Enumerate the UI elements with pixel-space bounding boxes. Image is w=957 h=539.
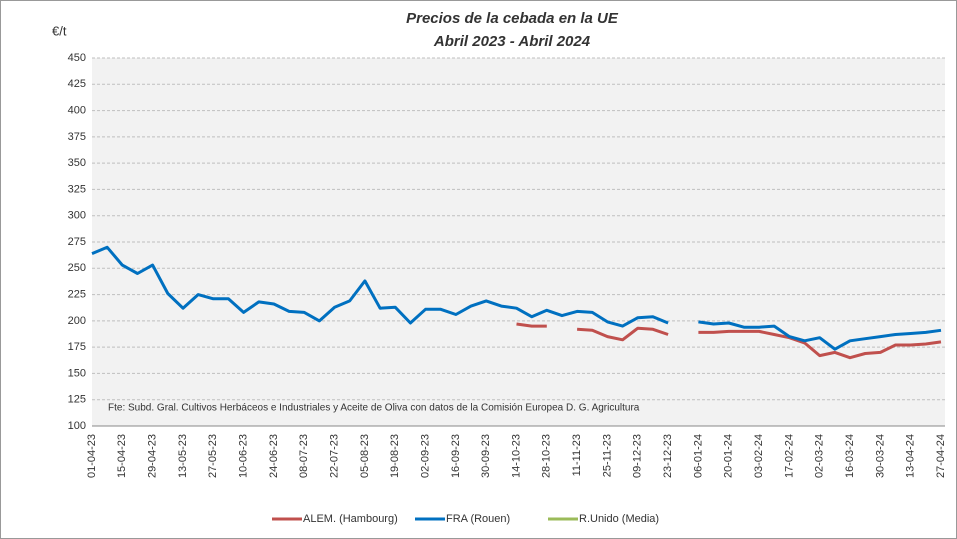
y-tick-label: 150 — [68, 367, 86, 379]
y-tick-label: 350 — [68, 157, 86, 169]
data-line — [516, 322, 942, 360]
x-tick-label: 25-11-23 — [601, 434, 613, 477]
y-tick-label: 250 — [68, 262, 86, 274]
x-tick-label: 20-01-24 — [723, 434, 735, 478]
x-tick-label: 16-03-24 — [844, 434, 856, 478]
y-tick-label: 375 — [68, 131, 86, 143]
x-tick-label: 13-04-24 — [905, 434, 917, 478]
y-axis-label: €/t — [52, 23, 67, 38]
chart-title: Precios de la cebada en la UE — [406, 10, 619, 27]
y-tick-label: 175 — [68, 341, 86, 353]
x-tick-label: 02-09-23 — [419, 434, 431, 478]
legend-label: FRA (Rouen) — [446, 513, 510, 525]
source-note: Fte: Subd. Gral. Cultivos Herbáceos e In… — [108, 403, 640, 414]
x-tick-label: 02-03-24 — [814, 434, 826, 478]
legend-label: R.Unido (Media) — [579, 513, 659, 525]
x-tick-label: 27-04-24 — [935, 434, 947, 478]
x-tick-label: 13-05-23 — [177, 434, 189, 478]
x-tick-label: 23-12-23 — [662, 434, 674, 478]
x-tick-label: 22-07-23 — [328, 434, 340, 478]
chart-subtitle: Abril 2023 - Abril 2024 — [433, 33, 591, 50]
y-tick-label: 275 — [68, 236, 86, 248]
x-tick-label: 28-10-23 — [541, 434, 553, 478]
x-tick-label: 30-09-23 — [480, 434, 492, 478]
x-tick-label: 16-09-23 — [450, 434, 462, 478]
y-tick-label: 425 — [68, 78, 86, 90]
data-line — [91, 245, 942, 351]
y-tick-label: 125 — [68, 394, 86, 406]
x-tick-label: 05-08-23 — [359, 434, 371, 478]
y-tick-label: 300 — [68, 210, 86, 222]
x-tick-label: 29-04-23 — [147, 434, 159, 478]
legend-label: ALEM. (Hambourg) — [303, 513, 398, 525]
x-tick-label: 09-12-23 — [632, 434, 644, 478]
x-tick-label: 06-01-24 — [692, 434, 704, 478]
x-tick-label: 01-04-23 — [86, 434, 98, 478]
x-tick-label: 27-05-23 — [207, 434, 219, 478]
x-tick-label: 30-03-24 — [874, 434, 886, 478]
y-tick-label: 400 — [68, 104, 86, 116]
y-tick-label: 200 — [68, 315, 86, 327]
x-tick-label: 10-06-23 — [238, 434, 250, 478]
x-tick-label: 15-04-23 — [116, 434, 128, 478]
y-tick-label: 100 — [68, 420, 86, 432]
x-tick-label: 11-11-23 — [571, 434, 583, 476]
x-tick-label: 19-08-23 — [389, 434, 401, 478]
x-tick-label: 14-10-23 — [510, 434, 522, 478]
x-tick-label: 24-06-23 — [268, 434, 280, 478]
x-tick-label: 08-07-23 — [298, 434, 310, 478]
y-tick-label: 450 — [68, 52, 86, 64]
y-tick-label: 325 — [68, 183, 86, 195]
x-tick-label: 03-02-24 — [753, 434, 765, 478]
x-tick-label: 17-02-24 — [783, 434, 795, 478]
y-tick-label: 225 — [68, 288, 86, 300]
